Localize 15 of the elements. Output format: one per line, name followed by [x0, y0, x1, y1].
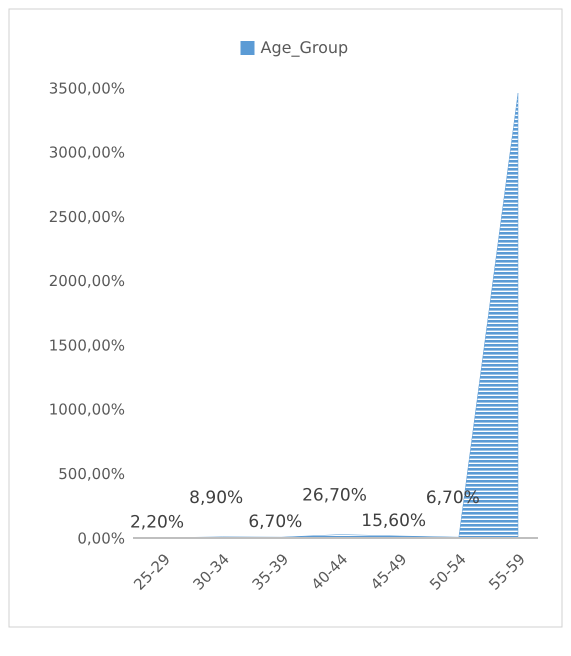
- y-tick-label: 500,00%: [58, 464, 125, 483]
- y-tick-label: 1500,00%: [48, 336, 125, 354]
- data-label: 6,70%: [426, 488, 480, 508]
- y-tick-label: 2000,00%: [48, 272, 125, 290]
- data-label: 26,70%: [302, 486, 367, 506]
- text: Age_Group: [260, 38, 348, 57]
- data-label: 6,70%: [248, 512, 302, 532]
- y-tick-label: 3000,00%: [48, 144, 125, 162]
- data-label: 15,60%: [361, 510, 426, 531]
- y-tick-label: 3500,00%: [48, 79, 125, 98]
- y-tick-label: 2500,00%: [48, 208, 125, 226]
- y-tick-label: 0,00%: [77, 529, 125, 548]
- y-tick-label: 1000,00%: [48, 400, 125, 419]
- data-label: 8,90%: [189, 488, 244, 508]
- data-label: 2,20%: [130, 512, 184, 533]
